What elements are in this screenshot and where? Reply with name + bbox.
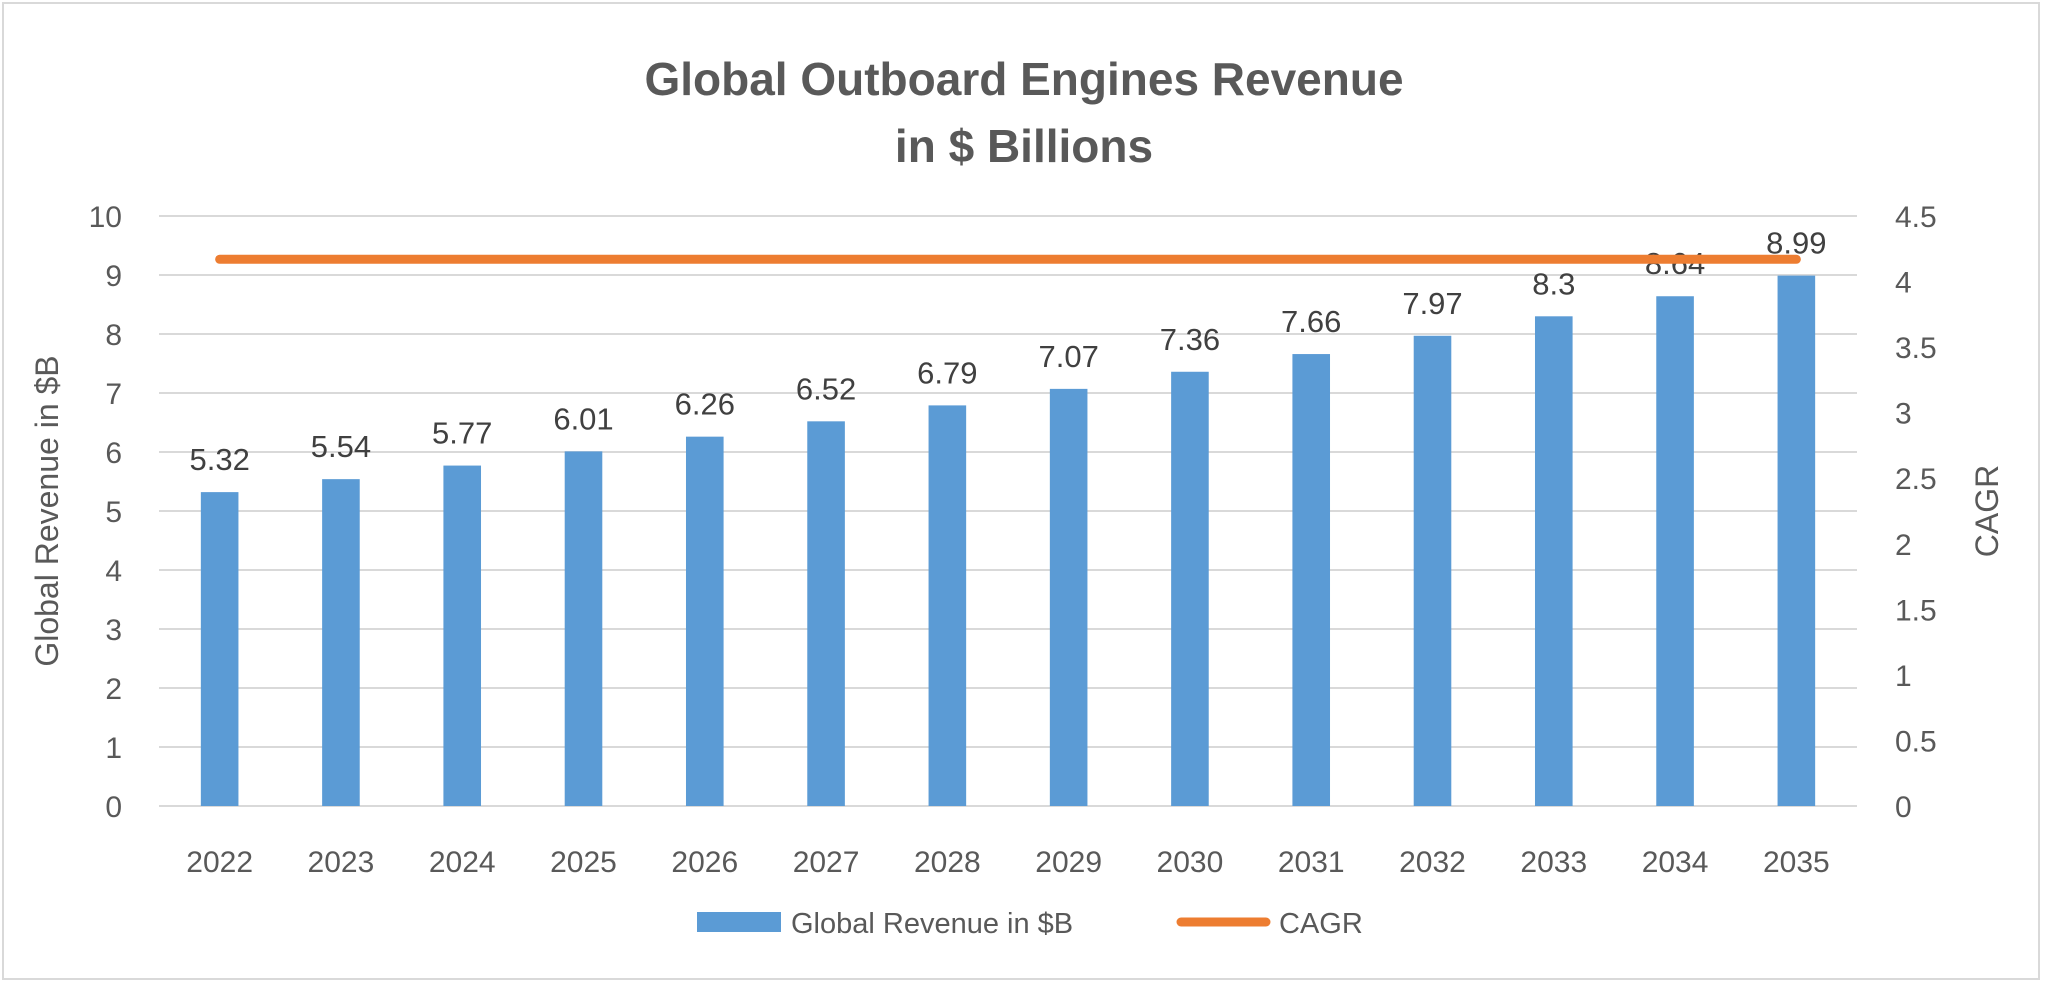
- bar-2025: [564, 451, 603, 806]
- data-label: 7.97: [1402, 286, 1462, 321]
- bar-2033: [1534, 316, 1573, 806]
- x-tick-label: 2028: [914, 846, 981, 879]
- bar-2034: [1656, 296, 1694, 806]
- data-label: 5.54: [311, 429, 371, 464]
- y-tick-label: 8: [105, 319, 122, 352]
- legend-swatch-revenue: [697, 912, 781, 932]
- bar-2028: [928, 405, 967, 806]
- data-label: 6.52: [796, 371, 856, 406]
- y2-axis-title: CAGR: [1969, 465, 2005, 557]
- y-axis-title: Global Revenue in $B: [29, 355, 65, 666]
- x-tick-label: 2024: [429, 846, 496, 879]
- y2-tick-label: 1.5: [1895, 594, 1937, 627]
- chart-title-line-2: in $ Billions: [895, 120, 1153, 172]
- x-tick-label: 2035: [1763, 846, 1830, 879]
- bar-2032: [1413, 335, 1452, 806]
- y-tick-label: 10: [89, 201, 122, 234]
- y2-tick-label: 3.5: [1895, 332, 1937, 365]
- data-label: 6.26: [675, 387, 735, 422]
- data-label: 6.79: [917, 355, 977, 390]
- bar-2026: [685, 436, 724, 806]
- x-tick-label: 2031: [1278, 846, 1345, 879]
- y-tick-label: 9: [105, 260, 122, 293]
- chart-title-line-1: Global Outboard Engines Revenue: [644, 53, 1403, 105]
- data-label: 8.99: [1766, 226, 1826, 261]
- bar-2029: [1049, 388, 1088, 806]
- bar-2035: [1777, 275, 1816, 807]
- y-tick-label: 7: [105, 378, 122, 411]
- bar-2027: [807, 421, 845, 806]
- x-tick-label: 2022: [186, 846, 253, 879]
- y2-tick-label: 0: [1895, 791, 1912, 824]
- y2-tick-label: 3: [1895, 398, 1912, 431]
- data-label: 5.32: [189, 442, 249, 477]
- data-label: 7.07: [1038, 339, 1098, 374]
- y2-tick-label: 0.5: [1895, 725, 1937, 758]
- y-tick-label: 2: [105, 673, 122, 706]
- x-tick-label: 2034: [1642, 846, 1709, 879]
- data-label: 6.01: [553, 401, 613, 436]
- x-tick-label: 2026: [671, 846, 738, 879]
- data-label: 7.36: [1160, 322, 1220, 357]
- x-tick-label: 2023: [308, 846, 375, 879]
- bar-2022: [200, 492, 239, 806]
- x-tick-label: 2032: [1399, 846, 1466, 879]
- y-tick-label: 6: [105, 437, 122, 470]
- data-label: 8.3: [1532, 266, 1575, 301]
- bar-2024: [443, 465, 482, 806]
- data-label: 5.77: [432, 416, 492, 451]
- y-tick-label: 1: [105, 732, 122, 765]
- y2-tick-label: 2.5: [1895, 463, 1937, 496]
- y-tick-label: 5: [105, 496, 122, 529]
- y-tick-label: 3: [105, 614, 122, 647]
- y-tick-label: 4: [105, 555, 122, 588]
- y2-tick-label: 1: [1895, 660, 1912, 693]
- legend-label-revenue: Global Revenue in $B: [791, 908, 1073, 940]
- y-tick-label: 0: [105, 791, 122, 824]
- x-tick-label: 2029: [1035, 846, 1102, 879]
- y2-tick-label: 4.5: [1895, 201, 1937, 234]
- data-label: 7.66: [1281, 304, 1341, 339]
- bar-2023: [322, 479, 360, 806]
- legend-label-cagr: CAGR: [1279, 908, 1363, 940]
- x-tick-label: 2025: [550, 846, 617, 879]
- y2-tick-label: 2: [1895, 529, 1912, 562]
- y2-tick-label: 4: [1895, 267, 1912, 300]
- bar-2030: [1171, 371, 1209, 806]
- x-tick-label: 2027: [793, 846, 860, 879]
- x-tick-label: 2033: [1520, 846, 1587, 879]
- x-tick-label: 2030: [1157, 846, 1224, 879]
- bar-2031: [1292, 354, 1331, 806]
